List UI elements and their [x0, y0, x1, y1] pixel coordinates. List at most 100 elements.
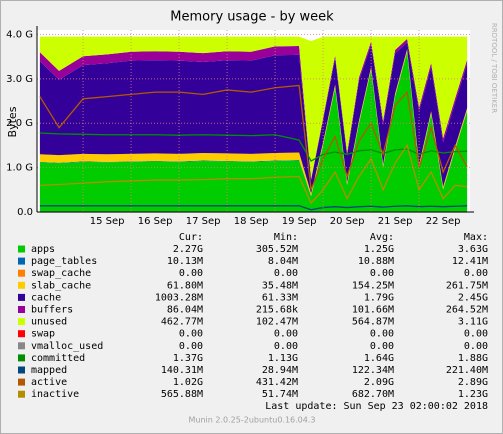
legend-stat: 35.48M	[262, 280, 298, 291]
legend-stat: 431.42M	[256, 377, 298, 388]
legend-stat: 8.04M	[268, 256, 298, 267]
side-note: RRDTOOL / TOBI OETIKER	[490, 23, 498, 113]
stat-header: Min:	[274, 232, 298, 243]
legend-stat: 0.00	[274, 268, 298, 279]
last-update: Last update: Sun Sep 23 02:00:02 2018	[265, 401, 488, 412]
legend-swatch	[18, 366, 25, 374]
legend-swatch	[18, 293, 25, 301]
legend-stat: 28.94M	[262, 365, 298, 376]
legend-stat: 261.75M	[446, 280, 488, 291]
area-unused	[39, 36, 468, 180]
x-tick-label: 16 Sep	[138, 216, 173, 227]
area-slab-cache	[39, 49, 468, 197]
x-tick-label: 20 Sep	[330, 216, 365, 227]
legend-stat: 154.25M	[352, 280, 394, 291]
legend-swatch	[18, 281, 25, 289]
stat-header: Avg:	[370, 232, 394, 243]
legend-stat: 10.13M	[167, 256, 203, 267]
x-tick-label: 18 Sep	[234, 216, 269, 227]
legend-stat: 10.88M	[358, 256, 394, 267]
legend-stat: 215.68k	[256, 305, 298, 316]
legend-stat: 264.52M	[446, 305, 488, 316]
legend-stat: 0.00	[370, 341, 394, 352]
legend-stat: 221.40M	[446, 365, 488, 376]
legend-stat: 0.00	[464, 341, 488, 352]
legend-label: mapped	[31, 365, 67, 376]
legend-stat: 1.64G	[364, 353, 394, 364]
legend-stat: 86.04M	[167, 305, 203, 316]
legend-stat: 61.80M	[167, 280, 203, 291]
x-tick-label: 21 Sep	[378, 216, 413, 227]
legend-label: committed	[31, 353, 85, 364]
legend-label: inactive	[31, 389, 79, 400]
legend-swatch	[18, 378, 25, 386]
stat-header: Cur:	[179, 232, 203, 243]
legend-swatch	[18, 245, 25, 253]
legend-label: swap	[31, 329, 55, 340]
area-buffers	[39, 38, 468, 181]
legend-label: buffers	[31, 305, 73, 316]
legend-stat: 2.27G	[173, 244, 203, 255]
line-mapped	[39, 205, 468, 211]
legend-stat: 682.70M	[352, 389, 394, 400]
stat-header: Max:	[464, 232, 488, 243]
y-tick-label: 4.0 G	[6, 29, 33, 40]
legend-swatch	[18, 257, 25, 265]
legend-label: apps	[31, 244, 55, 255]
legend-stat: 12.41M	[452, 256, 488, 267]
legend-label: cache	[31, 292, 61, 303]
legend-stat: 0.00	[179, 268, 203, 279]
legend-swatch	[18, 390, 25, 398]
line-active	[39, 84, 468, 191]
y-tick-label: 2.0 G	[6, 118, 33, 129]
area-cache	[39, 42, 468, 194]
legend-stat: 122.34M	[352, 365, 394, 376]
legend-stat: 51.74M	[262, 389, 298, 400]
legend-stat: 0.00	[274, 341, 298, 352]
legend-stat: 305.52M	[256, 244, 298, 255]
legend-stat: 102.47M	[256, 317, 298, 328]
legend-label: unused	[31, 317, 67, 328]
legend-stat: 3.11G	[458, 317, 488, 328]
legend-stat: 1.02G	[173, 377, 203, 388]
legend-stat: 1.25G	[364, 244, 394, 255]
legend-swatch	[18, 342, 25, 350]
legend-stat: 1.88G	[458, 353, 488, 364]
legend-stat: 1.37G	[173, 353, 203, 364]
legend-stat: 2.09G	[364, 377, 394, 388]
legend-swatch	[18, 330, 25, 338]
legend-label: vmalloc_used	[31, 341, 103, 352]
chart-title: Memory usage - by week	[170, 10, 334, 25]
legend-swatch	[18, 306, 25, 313]
legend-stat: 2.89G	[458, 377, 488, 388]
x-tick-label: 17 Sep	[186, 216, 221, 227]
legend-stat: 0.00	[274, 329, 298, 340]
legend-stat: 1.79G	[364, 292, 394, 303]
legend-stat: 0.00	[179, 329, 203, 340]
legend-stat: 61.33M	[262, 292, 298, 303]
legend-stat: 565.88M	[161, 389, 203, 400]
y-tick-label: 1.0 G	[6, 163, 33, 174]
x-tick-label: 15 Sep	[90, 216, 125, 227]
legend-stat: 462.77M	[161, 317, 203, 328]
legend-label: swap_cache	[31, 268, 91, 279]
legend-stat: 0.00	[370, 329, 394, 340]
x-tick-label: 19 Sep	[282, 216, 317, 227]
legend-stat: 1.23G	[458, 389, 488, 400]
legend-stat: 0.00	[179, 341, 203, 352]
legend-swatch	[18, 318, 25, 326]
legend-swatch	[18, 269, 25, 277]
legend-stat: 2.45G	[458, 292, 488, 303]
line-inactive	[39, 143, 468, 205]
x-tick-label: 22 Sep	[426, 216, 461, 227]
legend-label: active	[31, 377, 67, 388]
legend-stat: 140.31M	[161, 365, 203, 376]
legend-stat: 0.00	[464, 268, 488, 279]
legend-label: slab_cache	[31, 280, 91, 291]
legend-stat: 3.63G	[458, 244, 488, 255]
legend-stat: 101.66M	[352, 305, 394, 316]
legend-swatch	[18, 354, 25, 362]
y-axis-label: Bytes	[6, 106, 19, 137]
y-tick-label: 0.0	[17, 207, 33, 218]
